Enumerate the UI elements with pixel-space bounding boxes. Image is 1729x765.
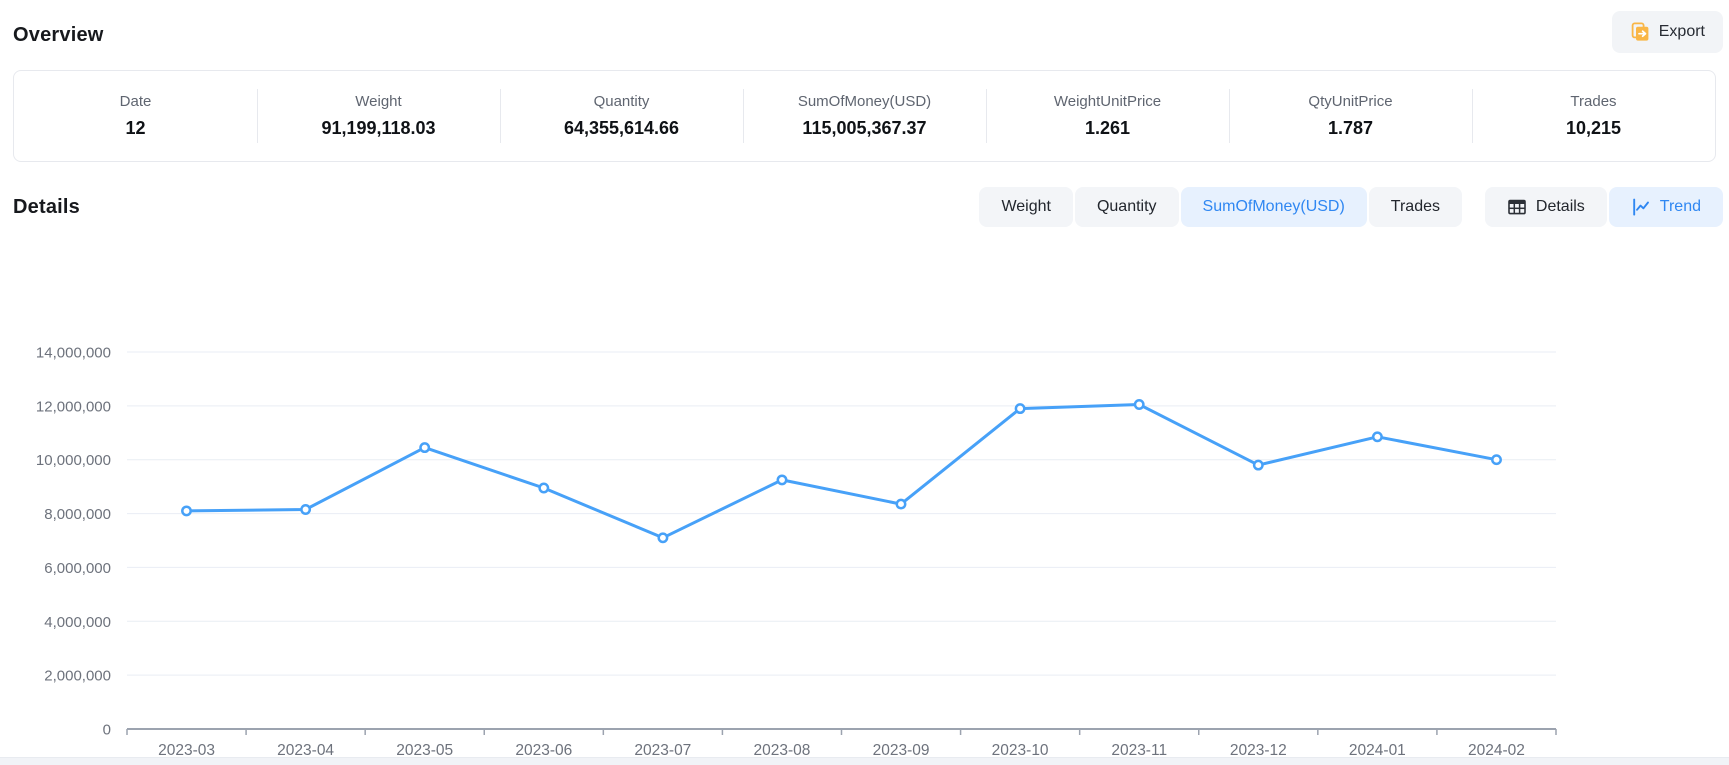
view-toggle-group: Details Trend <box>1484 187 1723 227</box>
grid-lines <box>127 351 1556 676</box>
data-point[interactable] <box>895 498 907 510</box>
stat-value: 64,355,614.66 <box>563 118 680 138</box>
data-point[interactable] <box>538 482 550 494</box>
tab-quantity[interactable]: Quantity <box>1074 187 1179 227</box>
x-tick-label: 2023-04 <box>277 742 334 759</box>
stat-label: Date <box>119 93 152 110</box>
stat-label: QtyUnitPrice <box>1308 93 1393 110</box>
stat-quantity: Quantity 64,355,614.66 <box>500 71 743 161</box>
tab-sumofmoney-usd[interactable]: SumOfMoney(USD) <box>1180 187 1367 227</box>
x-tick-label: 2023-12 <box>1230 742 1287 759</box>
table-icon <box>1507 197 1527 217</box>
stat-date: Date 12 <box>14 71 257 161</box>
y-tick-label: 14,000,000 <box>36 345 111 362</box>
x-tick-label: 2023-10 <box>992 742 1049 759</box>
y-tick-label: 8,000,000 <box>44 506 111 523</box>
x-axis-labels: 2023-03 2023-04 2023-05 2023-06 2023-07 2023-… <box>158 742 1525 759</box>
trend-icon <box>1631 197 1651 217</box>
stat-weightunitprice: WeightUnitPrice 1.261 <box>986 71 1229 161</box>
data-point[interactable] <box>1252 459 1264 471</box>
x-tick-label: 2023-05 <box>396 742 453 759</box>
data-point[interactable] <box>419 442 431 454</box>
tab-weight[interactable]: Weight <box>979 187 1073 227</box>
y-tick-label: 4,000,000 <box>44 614 111 631</box>
x-tick-label: 2023-06 <box>515 742 572 759</box>
y-axis-labels: 0 2,000,000 4,000,000 6,000,000 8,000,000 10,… <box>36 345 111 739</box>
trend-line-chart: 0 2,000,000 4,000,000 6,000,000 8,000,000 10,… <box>36 345 1557 759</box>
stat-value: 12 <box>125 118 146 138</box>
tab-quantity-label: Quantity <box>1096 198 1157 215</box>
tab-trades[interactable]: Trades <box>1368 187 1462 227</box>
data-point[interactable] <box>1371 431 1383 443</box>
stat-trades: Trades 10,215 <box>1472 71 1715 161</box>
data-point[interactable] <box>300 504 312 515</box>
stat-value: 115,005,367.37 <box>802 118 927 138</box>
view-details[interactable]: Details <box>1484 187 1607 227</box>
stat-label: Weight <box>355 93 402 110</box>
stat-label: Quantity <box>593 93 650 110</box>
y-tick-label: 2,000,000 <box>44 668 111 685</box>
data-point[interactable] <box>1014 403 1026 415</box>
export-button[interactable]: Export <box>1611 11 1723 53</box>
data-points <box>181 399 1502 544</box>
stat-label: Trades <box>1570 93 1617 110</box>
metric-tab-group: Weight Quantity SumOfMoney(USD) Trades <box>979 187 1462 227</box>
y-tick-label: 10,000,000 <box>36 452 111 469</box>
data-point[interactable] <box>181 505 192 517</box>
details-title: Details <box>13 196 80 218</box>
tab-trades-label: Trades <box>1390 198 1440 215</box>
x-tick-label: 2023-09 <box>873 742 930 759</box>
stat-value: 1.261 <box>1084 118 1131 138</box>
stat-sumofmoney-usd: SumOfMoney(USD) 115,005,367.37 <box>743 71 986 161</box>
data-point[interactable] <box>1491 454 1502 466</box>
overview-stats-card: Date 12 Weight 91,199,118.03 Quantity 64,355,… <box>13 70 1716 162</box>
tab-sumofmoney-usd-label: SumOfMoney(USD) <box>1202 198 1345 215</box>
data-point[interactable] <box>1133 399 1145 410</box>
data-point[interactable] <box>657 532 669 544</box>
export-button-label: Export <box>1658 23 1705 40</box>
x-axis <box>126 728 1557 735</box>
view-trend[interactable]: Trend <box>1608 187 1723 227</box>
tab-weight-label: Weight <box>1001 198 1051 215</box>
stat-weight: Weight 91,199,118.03 <box>257 71 500 161</box>
view-trend-label: Trend <box>1659 198 1701 215</box>
stat-value: 1.787 <box>1327 118 1374 138</box>
y-tick-label: 0 <box>103 722 111 739</box>
export-icon <box>1630 22 1650 42</box>
stat-label: SumOfMoney(USD) <box>797 93 932 110</box>
data-point[interactable] <box>776 474 788 486</box>
overview-title: Overview <box>13 24 104 46</box>
view-details-label: Details <box>1535 198 1585 215</box>
x-tick-label: 2024-01 <box>1349 742 1406 759</box>
bottom-strip <box>0 757 1729 765</box>
x-tick-label: 2023-03 <box>158 742 215 759</box>
x-tick-label: 2023-11 <box>1111 742 1167 759</box>
trend-line <box>185 403 1498 540</box>
stat-qtyunitprice: QtyUnitPrice 1.787 <box>1229 71 1472 161</box>
stat-label: WeightUnitPrice <box>1053 93 1162 110</box>
x-tick-label: 2024-02 <box>1468 742 1525 759</box>
stat-value: 10,215 <box>1565 118 1622 138</box>
stat-value: 91,199,118.03 <box>321 118 436 138</box>
x-tick-label: 2023-07 <box>634 742 691 759</box>
y-tick-label: 6,000,000 <box>44 560 111 577</box>
x-tick-label: 2023-08 <box>754 742 811 759</box>
y-tick-label: 12,000,000 <box>36 398 111 415</box>
